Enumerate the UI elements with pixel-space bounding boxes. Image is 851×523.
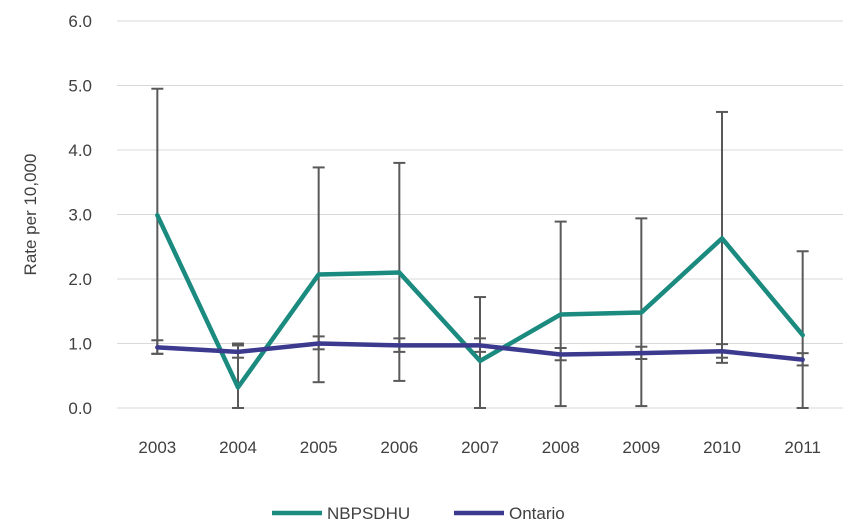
x-tick-label: 2006	[380, 438, 418, 457]
legend-label: Ontario	[509, 504, 565, 523]
y-tick-label: 2.0	[68, 270, 92, 289]
x-tick-label: 2011	[784, 438, 821, 457]
x-tick-label: 2007	[461, 438, 499, 457]
tick-labels: 0.0 1.0 2.0 3.0 4.0 5.0 6.0 2003 2004 2005 2006 200…	[68, 12, 821, 457]
y-tick-label: 4.0	[68, 141, 92, 160]
y-axis-title: Rate per 10,000	[21, 154, 40, 276]
y-tick-label: 5.0	[68, 77, 92, 96]
legend: NBPSDHU Ontario	[272, 504, 565, 523]
series-lines	[155, 212, 805, 390]
x-tick-label: 2008	[542, 438, 580, 457]
y-tick-label: 6.0	[68, 12, 92, 31]
legend-label: NBPSDHU	[327, 504, 410, 523]
y-tick-label: 1.0	[68, 335, 92, 354]
gridlines	[117, 20, 843, 344]
x-tick-label: 2010	[703, 438, 741, 457]
series-line-ontario	[155, 341, 805, 362]
x-tick-label: 2004	[219, 438, 257, 457]
y-tick-label: 0.0	[68, 399, 92, 418]
x-tick-label: 2005	[300, 438, 338, 457]
y-tick-label: 3.0	[68, 206, 92, 225]
x-tick-label: 2009	[622, 438, 660, 457]
x-tick-label: 2003	[138, 438, 176, 457]
